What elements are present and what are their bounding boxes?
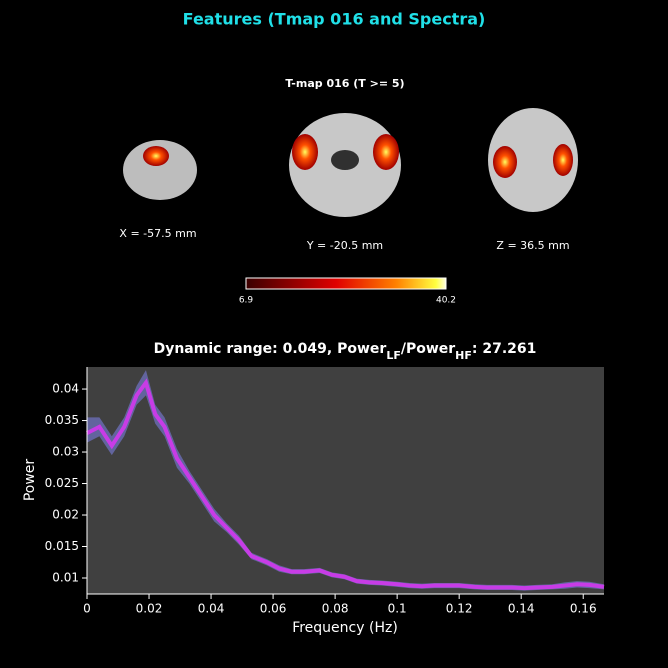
title-part: /Power [401, 341, 455, 357]
slice-label: Z = 36.5 mm [496, 239, 569, 252]
tmap-title: T-map 016 (T >= 5) [285, 77, 404, 90]
x-tick-label: 0.1 [388, 602, 407, 616]
y-tick-label: 0.035 [45, 413, 79, 427]
slice-label: Y = -20.5 mm [306, 239, 383, 252]
line [86, 378, 605, 591]
x-tick-label: 0 [83, 602, 91, 616]
title-part: Dynamic range: 0.049, Power [154, 341, 387, 357]
colorbar-min: 6.9 [239, 296, 254, 306]
title-part: LF [386, 349, 401, 362]
brain-coronal [289, 113, 401, 217]
plot-area [87, 367, 604, 594]
x-tick-label: 0.14 [508, 602, 535, 616]
y-tick-label: 0.025 [45, 476, 79, 490]
title-part: : 27.261 [472, 341, 537, 357]
colorbar-max: 40.2 [436, 296, 456, 306]
brain-sagittal [123, 140, 197, 200]
x-tick-label: 0.08 [322, 602, 349, 616]
y-tick-label: 0.01 [52, 571, 79, 585]
brain-axial [488, 108, 578, 212]
colorbar [245, 277, 447, 290]
y-axis-label: Power [22, 459, 38, 502]
x-axis-label: Frequency (Hz) [292, 620, 398, 636]
chart-title: Dynamic range: 0.049, PowerLF/PowerHF: 2… [154, 341, 537, 362]
x-tick-label: 0.16 [570, 602, 597, 616]
figure-title: Features (Tmap 016 and Spectra) [183, 10, 486, 29]
y-tick-label: 0.02 [52, 508, 79, 522]
y-tick-label: 0.03 [52, 445, 79, 459]
title-part: HF [455, 349, 472, 362]
x-tick-label: 0.04 [198, 602, 225, 616]
slice-label: X = -57.5 mm [119, 227, 196, 240]
x-tick-label: 0.12 [446, 602, 473, 616]
y-tick-label: 0.015 [45, 539, 79, 553]
y-tick-label: 0.04 [52, 382, 79, 396]
x-tick-label: 0.02 [136, 602, 163, 616]
x-tick-label: 0.06 [260, 602, 287, 616]
